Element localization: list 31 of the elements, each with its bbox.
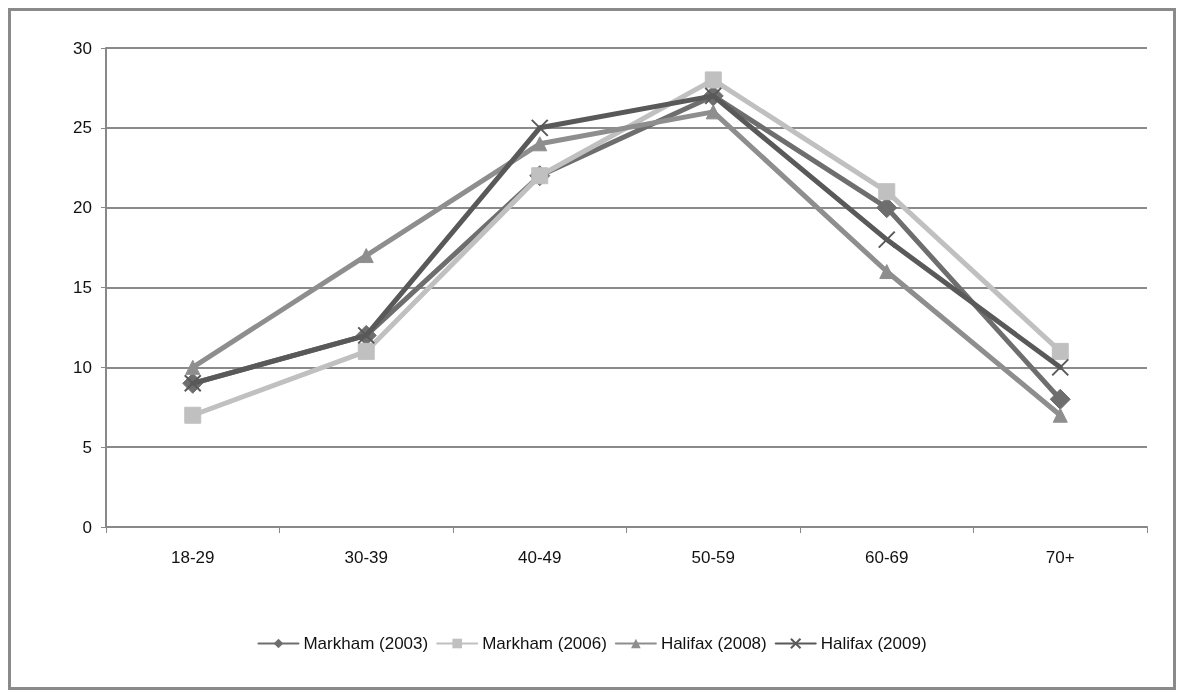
point xyxy=(1049,388,1071,410)
point xyxy=(185,359,201,375)
point xyxy=(704,71,722,89)
point xyxy=(357,342,375,360)
x-tick-label: 30-39 xyxy=(344,548,388,567)
point xyxy=(877,230,896,249)
point xyxy=(530,118,549,137)
y-tick-label: 30 xyxy=(73,38,92,58)
point xyxy=(876,197,898,219)
x-tick-label: 40-49 xyxy=(518,548,562,567)
point xyxy=(184,406,202,424)
x-tick-label: 18-29 xyxy=(171,548,215,567)
x-tick-label: 60-69 xyxy=(865,548,909,567)
y-tick-label: 20 xyxy=(73,198,92,218)
point xyxy=(878,183,896,201)
legend-label: Halifax (2008) xyxy=(660,634,767,653)
legend-label: Markham (2003) xyxy=(303,634,429,653)
legend-label: Markham (2006) xyxy=(482,634,607,653)
y-tick-label: 10 xyxy=(73,357,92,377)
point xyxy=(1051,358,1070,377)
point xyxy=(1051,342,1069,360)
y-tick-label: 15 xyxy=(73,278,92,297)
point xyxy=(1052,407,1068,423)
x-tick-label: 70+ xyxy=(1045,548,1075,567)
y-tick-label: 5 xyxy=(82,437,92,457)
point xyxy=(532,136,548,152)
x-tick-label: 50-59 xyxy=(691,548,735,567)
legend-label: Halifax (2009) xyxy=(820,634,927,653)
y-tick-label: 25 xyxy=(73,118,92,138)
y-tick-label: 0 xyxy=(82,517,92,537)
point xyxy=(358,248,374,264)
